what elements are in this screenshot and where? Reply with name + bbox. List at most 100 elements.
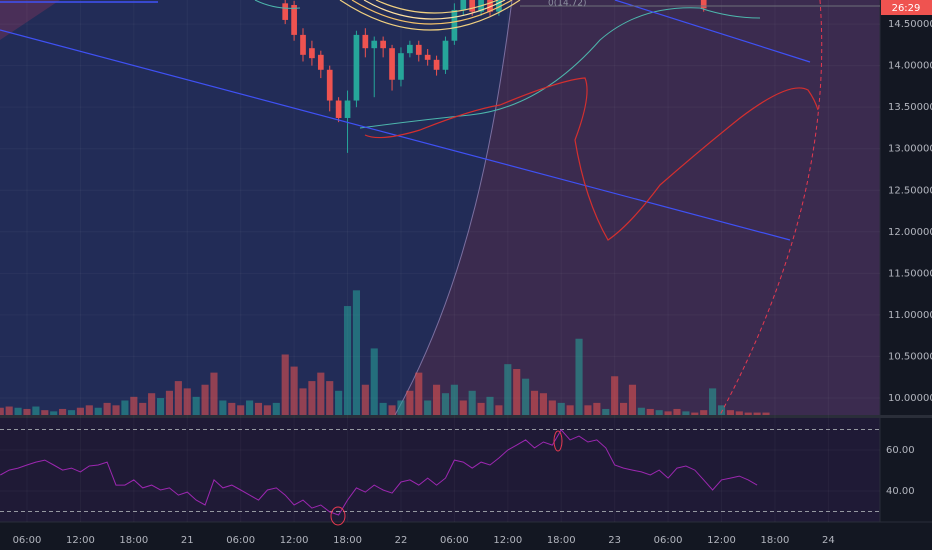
zone-arc — [394, 0, 513, 416]
ma-band — [351, 0, 513, 25]
volume-bar — [290, 366, 298, 415]
volume-bar — [495, 405, 503, 415]
volume-bar — [50, 411, 58, 415]
y-tick-label: 13.50000000 — [888, 102, 932, 113]
volume-bar — [103, 402, 111, 415]
volume-bar — [557, 402, 565, 415]
volume-bar — [246, 400, 254, 415]
last-price-label: 26:29 — [892, 3, 921, 14]
volume-bar — [459, 400, 467, 415]
x-tick-label: 24 — [822, 535, 835, 546]
volume-bar — [272, 402, 280, 415]
volume-bar — [397, 400, 405, 415]
volume-bar — [700, 410, 708, 415]
volume-bar — [682, 411, 690, 415]
volume-bar — [156, 398, 165, 415]
rsi-tick-label: 40.00 — [886, 486, 915, 497]
y-tick-label: 14.50000000 — [888, 19, 932, 30]
volume-bar — [717, 405, 726, 415]
rsi-circle — [330, 506, 346, 526]
volume-bar — [94, 407, 102, 415]
volume-bar — [486, 396, 494, 415]
volume-bar — [219, 400, 227, 415]
y-tick-label: 10.50000000 — [888, 351, 932, 362]
volume-bar — [326, 381, 334, 415]
candle-body — [415, 44, 422, 55]
volume-bar — [210, 372, 218, 415]
volume-bar — [602, 408, 610, 415]
candle-body — [300, 34, 306, 55]
volume-bar — [593, 402, 601, 415]
volume-bar — [335, 390, 343, 415]
candle-body — [309, 48, 315, 59]
volume-bar — [139, 402, 147, 415]
rsi-line — [0, 429, 758, 516]
volume-bar — [379, 402, 387, 415]
volume-bar — [165, 390, 174, 415]
candle-body — [424, 54, 431, 60]
x-tick-label: 12:00 — [280, 535, 309, 546]
drawing-curve — [364, 77, 819, 241]
candle-body — [353, 34, 360, 101]
ma-band — [375, 0, 499, 14]
candle-body — [389, 48, 395, 80]
volume-bar — [263, 405, 271, 415]
volume-bar — [76, 407, 84, 415]
x-tick-label: 18:00 — [547, 535, 576, 546]
candle-body — [335, 100, 342, 118]
volume-bar — [664, 411, 672, 415]
volume-bar — [539, 393, 547, 415]
volume-bar — [23, 408, 31, 415]
volume-bar — [628, 384, 637, 415]
candle-body — [291, 4, 297, 35]
y-tick-label: 12.50000000 — [888, 185, 932, 196]
volume-bar — [673, 408, 681, 415]
volume-bar — [5, 406, 13, 415]
volume-bar — [424, 400, 432, 415]
volume-bar — [530, 390, 539, 415]
volume-bar — [646, 408, 654, 415]
x-tick-label: 21 — [181, 535, 194, 546]
volume-bar — [513, 369, 521, 415]
candle-body — [451, 9, 458, 41]
volume-bar — [183, 388, 191, 415]
volume-bar — [709, 388, 717, 415]
volume-bar — [343, 306, 352, 415]
volume-bar — [174, 381, 182, 415]
candle-body — [496, 0, 502, 12]
volume-bar — [433, 384, 441, 415]
volume-bar — [352, 290, 360, 415]
x-tick-label: 23 — [608, 535, 621, 546]
x-tick-label: 06:00 — [226, 535, 255, 546]
x-tick-label: 18:00 — [119, 535, 148, 546]
volume-bar — [201, 384, 209, 415]
volume-bar — [192, 396, 200, 415]
volume-bar — [308, 381, 316, 415]
candle-body — [344, 100, 351, 118]
y-tick-label: 11.50000000 — [888, 268, 932, 279]
volume-bar — [566, 405, 574, 415]
candle-body — [433, 59, 440, 70]
volume-bar — [735, 411, 743, 415]
volume-bar — [388, 405, 396, 415]
corner-zone — [0, 0, 60, 40]
x-tick-label: 06:00 — [654, 535, 683, 546]
x-tick-label: 12:00 — [493, 535, 522, 546]
candle-body — [407, 44, 413, 54]
x-tick-label: 18:00 — [761, 535, 790, 546]
y-tick-label: 12.00000000 — [888, 227, 932, 238]
volume-bar — [762, 412, 770, 415]
x-tick-label: 22 — [395, 535, 408, 546]
volume-bar — [32, 406, 40, 415]
volume-bar — [415, 372, 423, 415]
volume-bar — [406, 390, 414, 415]
volume-bar — [112, 405, 120, 415]
volume-bar — [121, 400, 129, 415]
volume-bar — [317, 372, 325, 415]
volume-bar — [504, 364, 512, 415]
candle-body — [362, 34, 369, 49]
y-tick-label: 13.00000000 — [888, 144, 932, 155]
candle-body — [460, 0, 467, 10]
